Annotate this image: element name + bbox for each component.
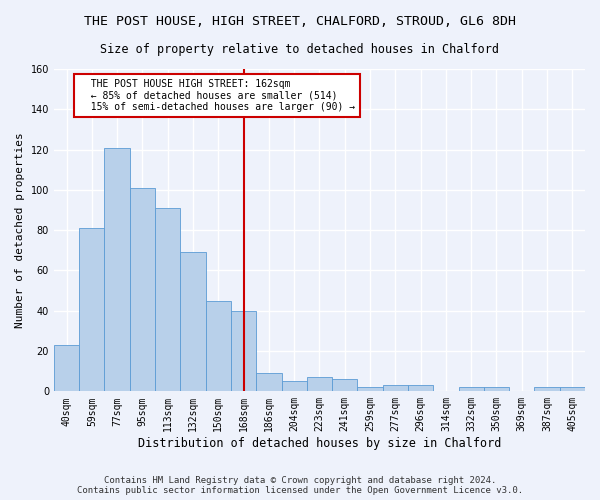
Text: THE POST HOUSE HIGH STREET: 162sqm
  ← 85% of detached houses are smaller (514)
: THE POST HOUSE HIGH STREET: 162sqm ← 85%… xyxy=(79,79,355,112)
Bar xyxy=(155,208,181,392)
Bar xyxy=(181,252,206,392)
Y-axis label: Number of detached properties: Number of detached properties xyxy=(15,132,25,328)
Text: THE POST HOUSE, HIGH STREET, CHALFORD, STROUD, GL6 8DH: THE POST HOUSE, HIGH STREET, CHALFORD, S… xyxy=(84,15,516,28)
Bar xyxy=(484,388,509,392)
Bar xyxy=(130,188,155,392)
Bar xyxy=(408,386,433,392)
Bar xyxy=(231,310,256,392)
Bar xyxy=(104,148,130,392)
Bar xyxy=(358,388,383,392)
Bar xyxy=(332,379,358,392)
Bar xyxy=(560,388,585,392)
Bar xyxy=(206,300,231,392)
X-axis label: Distribution of detached houses by size in Chalford: Distribution of detached houses by size … xyxy=(138,437,501,450)
Bar xyxy=(458,388,484,392)
Bar xyxy=(79,228,104,392)
Bar xyxy=(54,345,79,392)
Bar xyxy=(256,373,281,392)
Text: Size of property relative to detached houses in Chalford: Size of property relative to detached ho… xyxy=(101,42,499,56)
Bar xyxy=(307,377,332,392)
Bar xyxy=(281,382,307,392)
Bar xyxy=(383,386,408,392)
Text: Contains HM Land Registry data © Crown copyright and database right 2024.
Contai: Contains HM Land Registry data © Crown c… xyxy=(77,476,523,495)
Bar xyxy=(535,388,560,392)
